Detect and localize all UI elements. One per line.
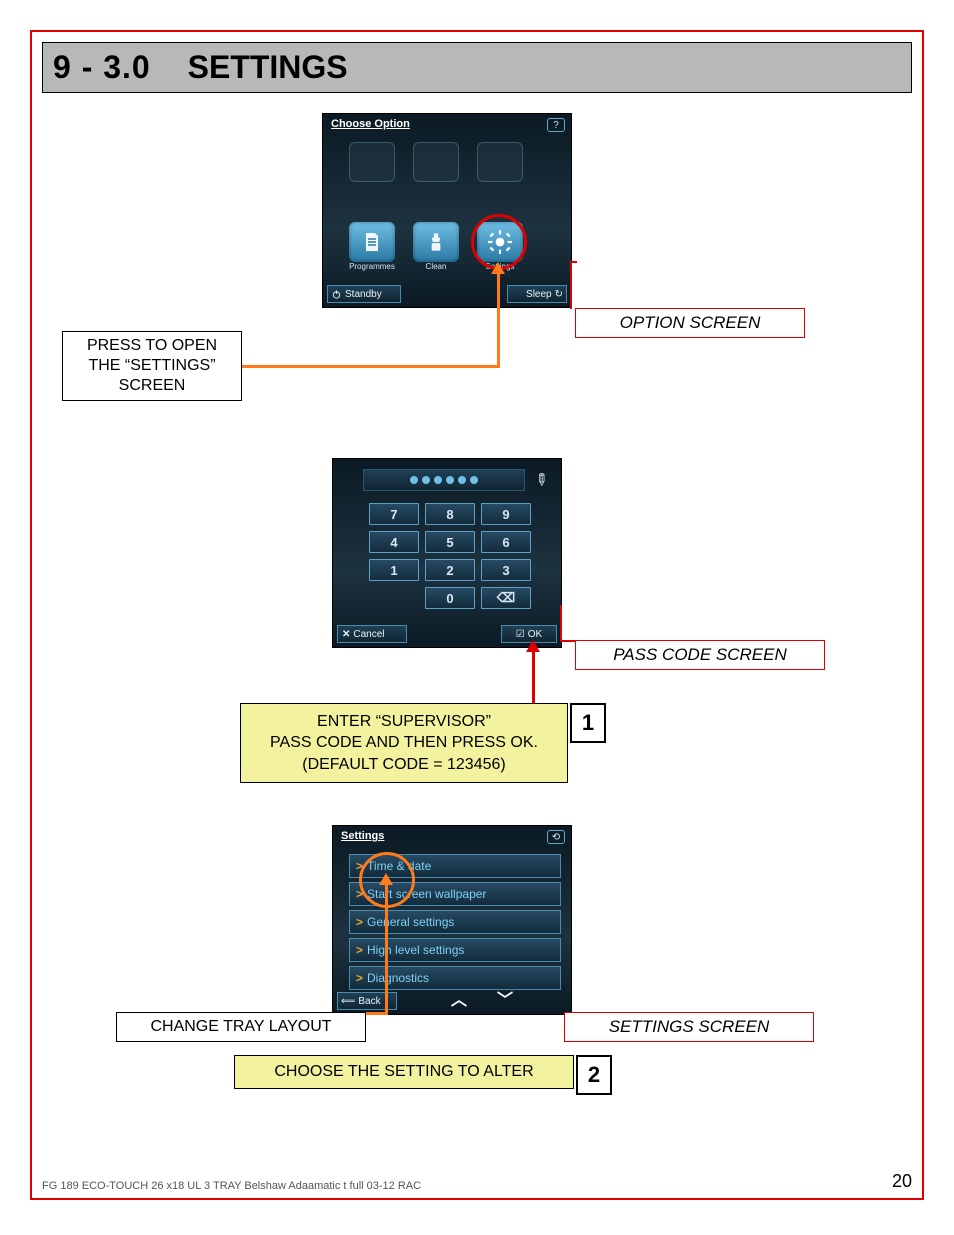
- connector: [560, 640, 575, 642]
- empty-slot: [349, 142, 395, 182]
- option-screen-label-text: OPTION SCREEN: [620, 313, 761, 333]
- sleep-icon: ↻: [555, 289, 563, 300]
- section-heading: 9 - 3.0 SETTINGS: [42, 42, 912, 93]
- page-footer: FG 189 ECO-TOUCH 26 x18 UL 3 TRAY Belsha…: [42, 1171, 912, 1192]
- key-3[interactable]: 3: [481, 559, 531, 581]
- option-title: Choose Option: [331, 118, 410, 130]
- x-icon: ✕: [342, 629, 350, 640]
- connector: [242, 365, 500, 368]
- passcode-label-text: PASS CODE SCREEN: [613, 645, 787, 665]
- standby-button[interactable]: Standby: [327, 285, 401, 303]
- programmes-button[interactable]: Programmes: [349, 222, 395, 271]
- empty-slot-row: [349, 142, 523, 182]
- settings-screen-label-text: SETTINGS SCREEN: [609, 1017, 770, 1037]
- return-icon[interactable]: ⟲: [547, 830, 565, 844]
- connector: [385, 883, 388, 1012]
- arrowhead-icon: [491, 262, 505, 274]
- settings-item-label: Diagnostics: [367, 971, 429, 985]
- standby-label: Standby: [345, 289, 382, 300]
- connector: [532, 649, 535, 703]
- passcode-field[interactable]: [363, 469, 525, 491]
- cancel-label: Cancel: [353, 629, 384, 640]
- empty-slot: [413, 142, 459, 182]
- back-label: Back: [358, 996, 380, 1007]
- settings-screen: Settings ⟲ >Time & date >Start screen wa…: [332, 825, 572, 1015]
- keypad: 7 8 9 4 5 6 1 2 3 0 ⌫: [369, 503, 531, 609]
- settings-screen-label: SETTINGS SCREEN: [564, 1012, 814, 1042]
- option-screen: Choose Option ? Programmes Clean: [322, 113, 572, 308]
- press-callout: PRESS TO OPEN THE “SETTINGS” SCREEN: [62, 331, 242, 401]
- key-8[interactable]: 8: [425, 503, 475, 525]
- option-title-bar: Choose Option: [331, 118, 571, 130]
- sleep-button[interactable]: Sleep ↻: [507, 285, 567, 303]
- settings-item-label: General settings: [367, 915, 454, 929]
- key-0[interactable]: 0: [425, 587, 475, 609]
- diagram-stage: Choose Option ? Programmes Clean: [42, 113, 912, 1163]
- key-1[interactable]: 1: [369, 559, 419, 581]
- connector: [570, 261, 572, 309]
- chevron-down-icon[interactable]: ﹀: [497, 986, 513, 1010]
- option-screen-label: OPTION SCREEN: [575, 308, 805, 338]
- key-7[interactable]: 7: [369, 503, 419, 525]
- connector: [497, 271, 500, 368]
- step-1-text: 1: [582, 710, 594, 736]
- clean-label: Clean: [426, 262, 447, 271]
- arrowhead-icon: [526, 640, 540, 652]
- enter-callout-text: ENTER “SUPERVISOR” PASS CODE AND THEN PR…: [270, 711, 538, 776]
- key-4[interactable]: 4: [369, 531, 419, 553]
- settings-item-highlevel[interactable]: >High level settings: [349, 938, 561, 962]
- sleep-label: Sleep: [526, 289, 552, 300]
- press-callout-text: PRESS TO OPEN THE “SETTINGS” SCREEN: [71, 336, 233, 396]
- step-1: 1: [570, 703, 606, 743]
- passcode-label: PASS CODE SCREEN: [575, 640, 825, 670]
- passcode-screen: ✎ 7 8 9 4 5 6 1 2 3 0 ⌫ ✕ Cancel ☑ O: [332, 458, 562, 648]
- key-5[interactable]: 5: [425, 531, 475, 553]
- choose-callout-text: CHOOSE THE SETTING TO ALTER: [274, 1061, 533, 1083]
- check-icon: ☑: [516, 629, 525, 640]
- chevron-up-icon[interactable]: ︿: [451, 986, 467, 1010]
- footer-page: 20: [892, 1171, 912, 1192]
- connector: [560, 605, 562, 641]
- empty-slot: [477, 142, 523, 182]
- heading-title: SETTINGS: [188, 49, 348, 85]
- step-2: 2: [576, 1055, 612, 1095]
- key-backspace[interactable]: ⌫: [481, 587, 531, 609]
- scroll-arrows: ︿ ﹀: [451, 986, 513, 1010]
- power-icon: [331, 289, 342, 300]
- change-tray-text: CHANGE TRAY LAYOUT: [150, 1017, 331, 1037]
- connector: [366, 1012, 388, 1015]
- key-6[interactable]: 6: [481, 531, 531, 553]
- document-icon: [360, 230, 384, 254]
- pencil-icon: ✎: [526, 465, 556, 495]
- help-icon[interactable]: ?: [547, 118, 565, 132]
- connector: [570, 261, 577, 263]
- key-9[interactable]: 9: [481, 503, 531, 525]
- change-tray-callout: CHANGE TRAY LAYOUT: [116, 1012, 366, 1042]
- settings-item-general[interactable]: >General settings: [349, 910, 561, 934]
- cancel-button[interactable]: ✕ Cancel: [337, 625, 407, 643]
- settings-item-label: High level settings: [367, 943, 464, 957]
- clean-button[interactable]: Clean: [413, 222, 459, 271]
- heading-number: 9 - 3.0: [53, 49, 151, 85]
- footer-doc: FG 189 ECO-TOUCH 26 x18 UL 3 TRAY Belsha…: [42, 1180, 421, 1192]
- enter-callout: ENTER “SUPERVISOR” PASS CODE AND THEN PR…: [240, 703, 568, 783]
- settings-title-bar: Settings: [341, 830, 571, 842]
- ok-label: OK: [528, 629, 542, 640]
- arrowhead-icon: [379, 873, 393, 885]
- page-frame: 9 - 3.0 SETTINGS Choose Option ? Program…: [30, 30, 924, 1200]
- choose-callout: CHOOSE THE SETTING TO ALTER: [234, 1055, 574, 1089]
- key-2[interactable]: 2: [425, 559, 475, 581]
- spray-icon: [423, 229, 449, 255]
- step-2-text: 2: [588, 1062, 600, 1088]
- back-button[interactable]: ⟸ Back: [337, 992, 397, 1010]
- settings-title: Settings: [341, 830, 384, 842]
- programmes-label: Programmes: [349, 262, 395, 271]
- back-arrow-icon: ⟸: [341, 996, 355, 1007]
